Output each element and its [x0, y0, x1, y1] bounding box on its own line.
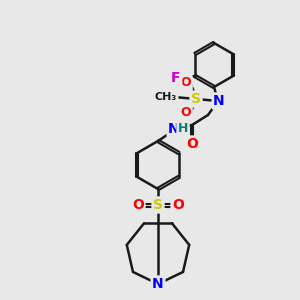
- Text: H: H: [178, 122, 188, 134]
- Text: CH₃: CH₃: [155, 92, 177, 102]
- Text: O: O: [186, 137, 198, 151]
- Text: O: O: [132, 198, 144, 212]
- Text: O: O: [172, 198, 184, 212]
- Text: O: O: [181, 106, 191, 119]
- Text: O: O: [181, 76, 191, 89]
- Text: S: S: [153, 198, 163, 212]
- Text: N: N: [152, 277, 164, 291]
- Text: F: F: [171, 71, 181, 85]
- Text: S: S: [191, 92, 201, 106]
- Text: N: N: [168, 122, 180, 136]
- Text: N: N: [213, 94, 225, 108]
